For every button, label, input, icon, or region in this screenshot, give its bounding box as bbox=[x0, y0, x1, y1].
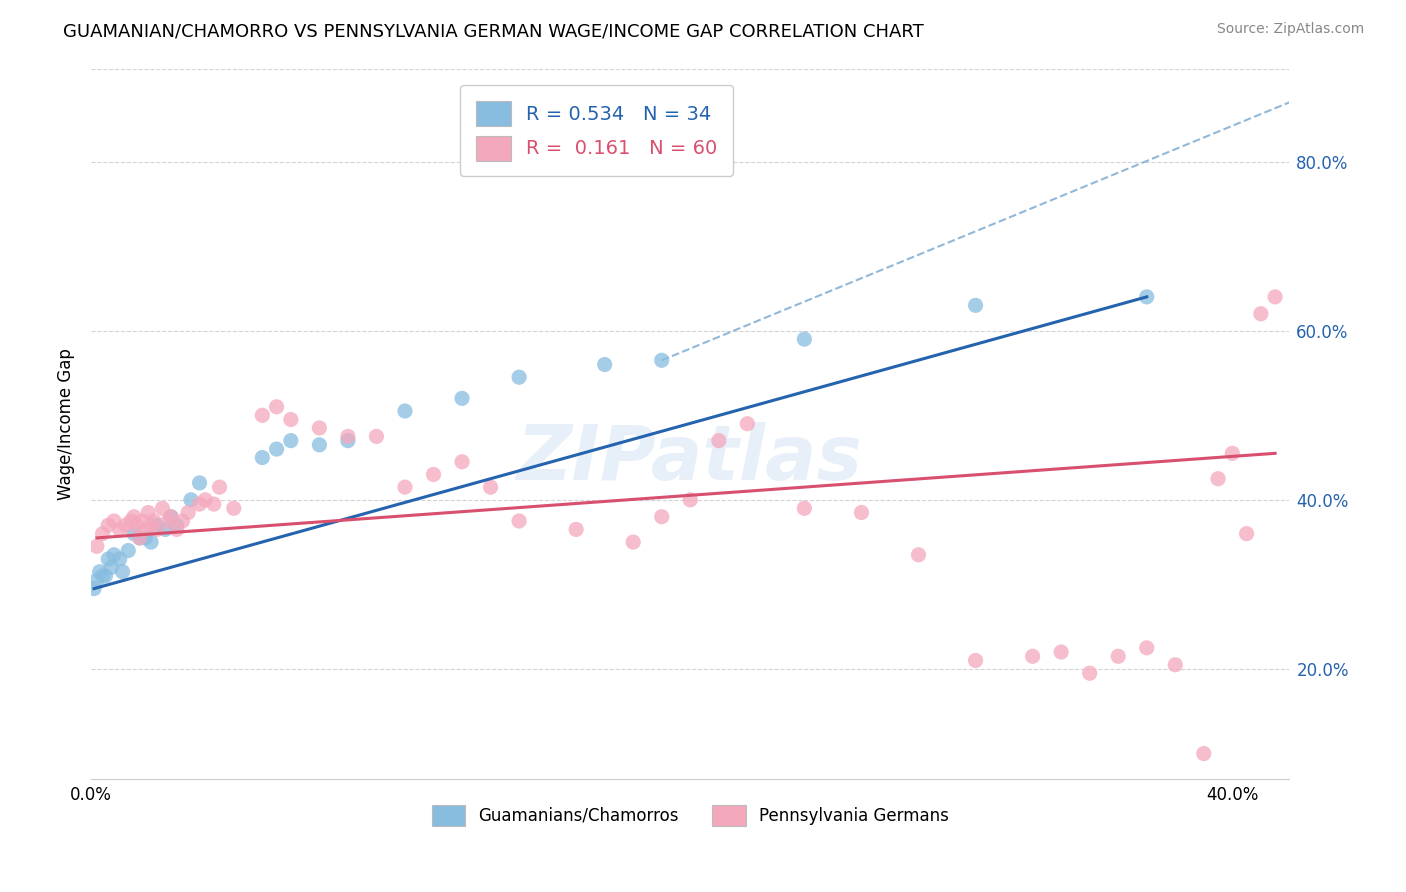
Point bbox=[136, 506, 159, 520]
Point bbox=[152, 501, 174, 516]
Point bbox=[451, 455, 474, 469]
Point bbox=[266, 400, 288, 414]
Point bbox=[166, 518, 188, 533]
Point bbox=[707, 434, 730, 448]
Point bbox=[252, 409, 274, 423]
Point bbox=[103, 548, 125, 562]
Y-axis label: Wage/Income Gap: Wage/Income Gap bbox=[58, 348, 75, 500]
Point bbox=[366, 429, 388, 443]
Point bbox=[394, 404, 416, 418]
Point bbox=[128, 531, 150, 545]
Point bbox=[86, 539, 108, 553]
Point bbox=[280, 412, 302, 426]
Point bbox=[621, 535, 644, 549]
Point bbox=[851, 506, 873, 520]
Point bbox=[139, 535, 162, 549]
Point bbox=[965, 653, 987, 667]
Point bbox=[120, 514, 142, 528]
Legend: Guamanians/Chamorros, Pennsylvania Germans: Guamanians/Chamorros, Pennsylvania Germa… bbox=[423, 797, 957, 835]
Point bbox=[1164, 657, 1187, 672]
Point bbox=[308, 438, 330, 452]
Point bbox=[202, 497, 225, 511]
Point bbox=[188, 475, 211, 490]
Point bbox=[252, 450, 274, 465]
Point bbox=[146, 518, 169, 533]
Point bbox=[793, 501, 815, 516]
Point bbox=[103, 514, 125, 528]
Point bbox=[108, 552, 131, 566]
Point bbox=[222, 501, 245, 516]
Point bbox=[157, 514, 180, 528]
Point bbox=[1078, 666, 1101, 681]
Point bbox=[508, 514, 530, 528]
Point bbox=[91, 569, 114, 583]
Point bbox=[155, 523, 177, 537]
Point bbox=[122, 509, 145, 524]
Point bbox=[308, 421, 330, 435]
Point bbox=[737, 417, 759, 431]
Point bbox=[91, 526, 114, 541]
Point bbox=[208, 480, 231, 494]
Point bbox=[651, 353, 673, 368]
Point bbox=[100, 560, 122, 574]
Point bbox=[565, 523, 588, 537]
Text: Source: ZipAtlas.com: Source: ZipAtlas.com bbox=[1216, 22, 1364, 37]
Point bbox=[422, 467, 444, 482]
Point bbox=[1236, 526, 1258, 541]
Point bbox=[907, 548, 929, 562]
Point bbox=[125, 518, 148, 533]
Point bbox=[336, 434, 359, 448]
Point bbox=[679, 492, 702, 507]
Point bbox=[122, 526, 145, 541]
Point bbox=[336, 429, 359, 443]
Point bbox=[1192, 747, 1215, 761]
Point bbox=[160, 509, 183, 524]
Point bbox=[97, 518, 120, 533]
Point bbox=[1136, 290, 1159, 304]
Point bbox=[128, 531, 150, 545]
Point bbox=[1136, 640, 1159, 655]
Point bbox=[177, 506, 200, 520]
Point bbox=[83, 582, 105, 596]
Point bbox=[131, 514, 153, 528]
Point bbox=[280, 434, 302, 448]
Point bbox=[134, 531, 156, 545]
Point bbox=[180, 492, 202, 507]
Point bbox=[146, 523, 169, 537]
Point bbox=[1021, 649, 1043, 664]
Point bbox=[1250, 307, 1272, 321]
Point bbox=[188, 497, 211, 511]
Text: GUAMANIAN/CHAMORRO VS PENNSYLVANIA GERMAN WAGE/INCOME GAP CORRELATION CHART: GUAMANIAN/CHAMORRO VS PENNSYLVANIA GERMA… bbox=[63, 22, 924, 40]
Point bbox=[172, 514, 194, 528]
Point bbox=[86, 573, 108, 587]
Point bbox=[1107, 649, 1129, 664]
Point bbox=[194, 492, 217, 507]
Point bbox=[114, 518, 136, 533]
Point bbox=[965, 298, 987, 312]
Point bbox=[1264, 290, 1286, 304]
Point bbox=[1050, 645, 1073, 659]
Text: ZIPatlas: ZIPatlas bbox=[517, 422, 863, 496]
Point bbox=[479, 480, 502, 494]
Point bbox=[97, 552, 120, 566]
Point bbox=[142, 514, 165, 528]
Point bbox=[266, 442, 288, 456]
Point bbox=[166, 523, 188, 537]
Point bbox=[508, 370, 530, 384]
Point bbox=[793, 332, 815, 346]
Point bbox=[139, 518, 162, 533]
Point bbox=[160, 509, 183, 524]
Point bbox=[1206, 472, 1229, 486]
Point bbox=[1220, 446, 1243, 460]
Point bbox=[117, 543, 139, 558]
Point bbox=[89, 565, 111, 579]
Point bbox=[108, 523, 131, 537]
Point bbox=[451, 392, 474, 406]
Point bbox=[134, 523, 156, 537]
Point bbox=[593, 358, 616, 372]
Point bbox=[94, 569, 117, 583]
Point bbox=[111, 565, 134, 579]
Point bbox=[651, 509, 673, 524]
Point bbox=[394, 480, 416, 494]
